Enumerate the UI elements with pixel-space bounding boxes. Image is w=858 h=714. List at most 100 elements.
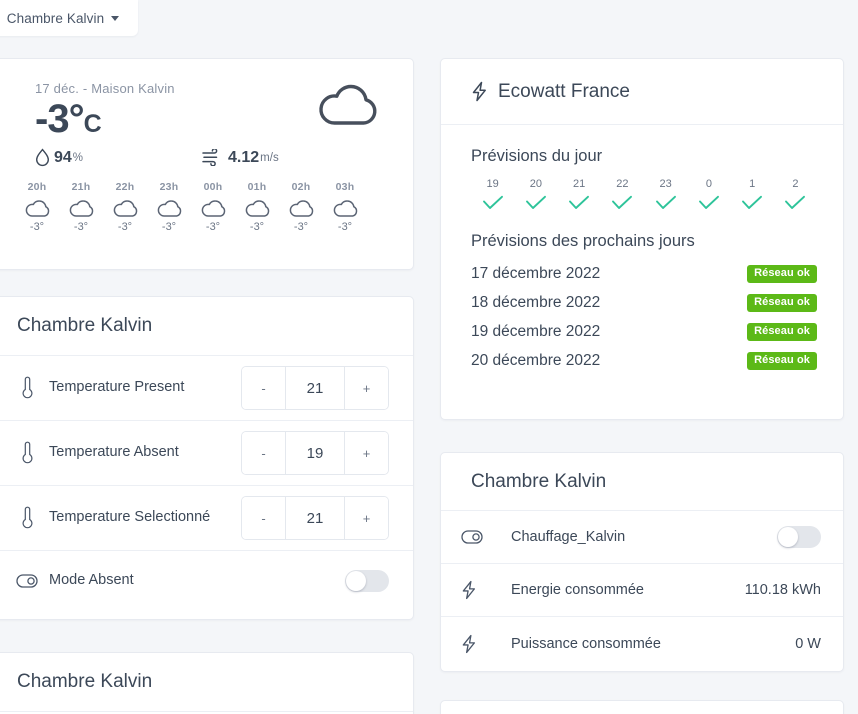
cloud-icon: [323, 198, 367, 218]
weather-hour-label: 21h: [71, 181, 91, 193]
status-badge: Réseau ok: [747, 322, 817, 341]
check-icon: [558, 195, 601, 211]
stepper-value[interactable]: 21: [306, 379, 324, 397]
weather-hour-temp: -3°: [205, 221, 221, 233]
thermostat-row-label: Temperature Selectionné: [49, 509, 211, 526]
weather-location: 17 déc. - Maison Kalvin: [35, 81, 175, 96]
weather-hour-temp: -3°: [293, 221, 309, 233]
toggle-knob: [346, 571, 366, 591]
device-label: Chauffage_Kalvin: [511, 529, 626, 545]
toggle-knob: [778, 527, 798, 547]
thermometer-icon: [5, 376, 49, 400]
wind-icon: [201, 149, 220, 166]
weather-hour-item: 23h -3°: [147, 181, 191, 233]
room-selector-label: Chambre Kalvin: [6, 10, 105, 26]
mode-absent-toggle[interactable]: [345, 570, 389, 592]
check-icon: [687, 195, 730, 211]
ecowatt-hour-item: 19: [471, 178, 514, 211]
weather-hour-label: 03h: [335, 181, 355, 193]
device-value: 110.18 kWh: [744, 582, 821, 598]
check-icon: [514, 195, 557, 211]
device-label: Puissance consommée: [511, 635, 661, 652]
ecowatt-hour-item: 21: [558, 178, 601, 211]
lightning-bolt-icon: [471, 81, 488, 102]
devices-card: Chambre Kalvin Chauffage_Kalvin Energie …: [440, 452, 844, 672]
stepper-value[interactable]: 21: [306, 509, 324, 527]
check-icon: [471, 195, 514, 211]
ecowatt-day-row: 20 décembre 2022 Réseau ok: [471, 346, 817, 375]
cloud-icon: [191, 198, 235, 218]
weather-humidity-value: 94: [54, 148, 72, 166]
increment-button[interactable]: +: [344, 497, 388, 539]
weather-wind: 4.12 m/s: [201, 149, 279, 167]
ecowatt-hour-label: 23: [659, 178, 672, 190]
cloud-icon: [59, 198, 103, 218]
ecowatt-hour-label: 1: [749, 178, 756, 190]
thermostat-row-temperature-absent: Temperature Absent - 19 +: [0, 421, 413, 486]
thermostat-row-label: Temperature Absent: [49, 444, 179, 461]
ecowatt-day-row: 17 décembre 2022 Réseau ok: [471, 259, 817, 288]
bottom-left-card: Chambre Kalvin: [0, 652, 414, 714]
lightning-bolt-icon: [461, 580, 511, 600]
weather-condition-icon: [315, 81, 377, 129]
ecowatt-card: Ecowatt France Prévisions du jour 19 20 …: [440, 58, 844, 420]
decrement-button[interactable]: -: [242, 367, 286, 409]
ecowatt-day-date: 20 décembre 2022: [471, 351, 601, 369]
weather-hourly-forecast: 20h -3° 21h -3° 22h -3° 23h -3°: [15, 181, 389, 233]
ecowatt-day-date: 17 décembre 2022: [471, 264, 601, 282]
ecowatt-hour-label: 21: [573, 178, 586, 190]
switch-icon: [461, 530, 511, 544]
chauffage-toggle[interactable]: [777, 526, 821, 548]
lightning-bolt-icon: [461, 634, 511, 654]
weather-hour-label: 23h: [159, 181, 179, 193]
cloud-icon: [147, 198, 191, 218]
weather-hour-label: 02h: [291, 181, 311, 193]
ecowatt-card-header: Ecowatt France: [441, 59, 843, 125]
thermometer-icon: [5, 441, 49, 465]
temperature-selectionne-stepper[interactable]: - 21 +: [241, 496, 389, 540]
weather-hour-temp: -3°: [249, 221, 265, 233]
decrement-button[interactable]: -: [242, 497, 286, 539]
thermometer-icon: [5, 506, 49, 530]
ecowatt-day-row: 18 décembre 2022 Réseau ok: [471, 288, 817, 317]
switch-icon: [5, 574, 49, 588]
check-icon: [774, 195, 817, 211]
status-badge: Réseau ok: [747, 351, 817, 370]
weather-humidity-unit: %: [72, 151, 84, 164]
weather-humidity: 94 %: [35, 148, 83, 167]
weather-hour-item: 03h -3°: [323, 181, 367, 233]
check-icon: [644, 195, 687, 211]
decrement-button[interactable]: -: [242, 432, 286, 474]
device-row-energie: Energie consommée 110.18 kWh: [441, 564, 843, 617]
ecowatt-hour-label: 20: [529, 178, 542, 190]
increment-button[interactable]: +: [344, 367, 388, 409]
temperature-present-stepper[interactable]: - 21 +: [241, 366, 389, 410]
room-selector-tab[interactable]: Chambre Kalvin: [0, 0, 138, 36]
weather-hour-item: 20h -3°: [15, 181, 59, 233]
weather-hour-temp: -3°: [29, 221, 45, 233]
cloud-icon: [319, 84, 377, 125]
check-icon: [731, 195, 774, 211]
ecowatt-card-body: Prévisions du jour 19 20 21 22: [441, 125, 843, 375]
temperature-absent-stepper[interactable]: - 19 +: [241, 431, 389, 475]
ecowatt-day-date: 18 décembre 2022: [471, 293, 601, 311]
devices-card-title: Chambre Kalvin: [441, 453, 843, 511]
stepper-value[interactable]: 19: [306, 444, 324, 462]
ecowatt-card-title: Ecowatt France: [498, 80, 630, 102]
chevron-down-icon: [111, 15, 120, 21]
weather-hour-temp: -3°: [161, 221, 177, 233]
thermostat-card: Chambre Kalvin Temperature Present - 21 …: [0, 296, 414, 620]
ecowatt-day-row: 19 décembre 2022 Réseau ok: [471, 317, 817, 346]
weather-hour-item: 01h -3°: [235, 181, 279, 233]
weather-current-temperature: -3°C: [35, 98, 389, 140]
device-value: 0 W: [795, 635, 821, 652]
ecowatt-hour-label: 2: [792, 178, 799, 190]
increment-button[interactable]: +: [344, 432, 388, 474]
device-label: Energie consommée: [511, 582, 644, 598]
weather-hour-temp: -3°: [73, 221, 89, 233]
mode-absent-label: Mode Absent: [49, 572, 134, 589]
weather-wind-value: 4.12: [228, 148, 260, 166]
ecowatt-today-forecast: 19 20 21 22 23: [471, 178, 817, 211]
cloud-icon: [103, 198, 147, 218]
